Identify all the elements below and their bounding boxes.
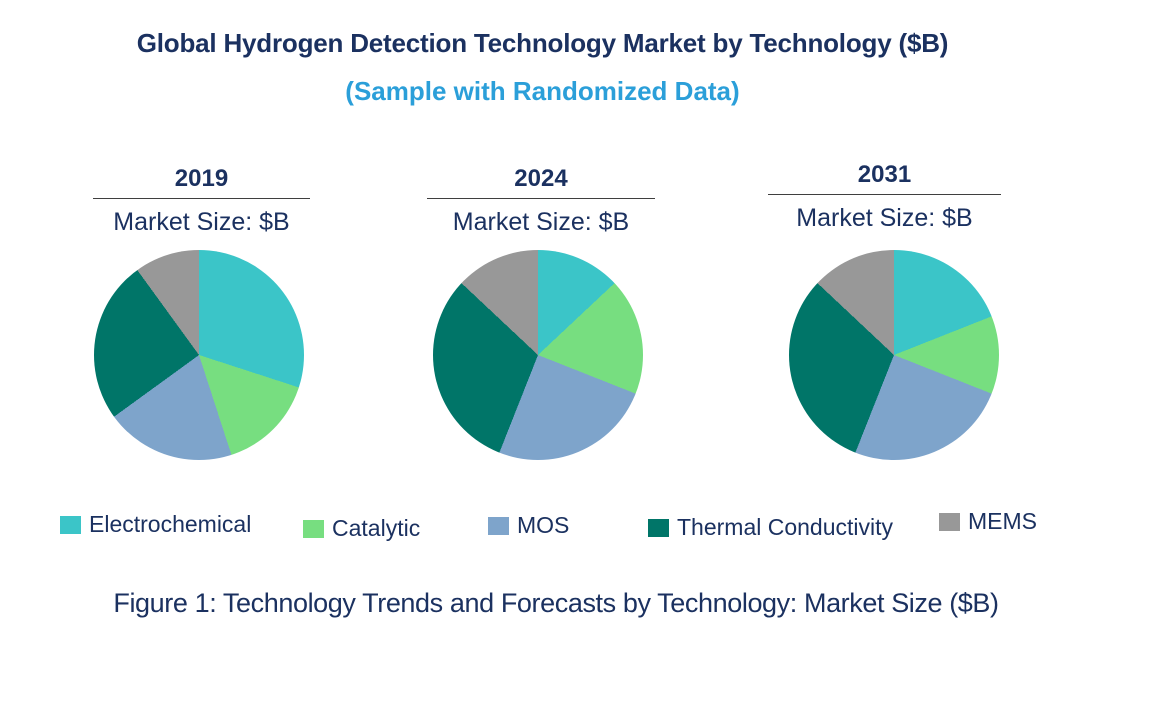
pie-section-2019: 2019 Market Size: $B: [93, 165, 310, 237]
year-label-2031: 2031: [768, 161, 1001, 195]
legend-swatch-electrochemical-icon: [60, 515, 81, 534]
pie-chart-2019: [94, 250, 304, 460]
legend-swatch-mems-icon: [939, 512, 960, 531]
market-size-label-2024: Market Size: $B: [452, 208, 630, 236]
chart-subtitle: (Sample with Randomized Data): [345, 76, 740, 106]
legend-label-mos: MOS: [517, 512, 570, 538]
legend-swatch-catalytic-icon: [303, 519, 324, 538]
year-label-2019: 2019: [93, 165, 310, 199]
chart-title: Global Hydrogen Detection Technology Mar…: [136, 28, 949, 58]
legend-item-electrochemical: Electrochemical: [60, 511, 251, 538]
pie-section-2031: 2031 Market Size: $B: [768, 161, 1001, 233]
legend-swatch-mos-icon: [488, 516, 509, 535]
market-size-label-2019: Market Size: $B: [113, 208, 290, 236]
legend-label-catalytic: Catalytic: [332, 515, 421, 541]
legend-item-thermal-conductivity: Thermal Conductivity: [648, 514, 893, 541]
legend-item-mos: MOS: [488, 512, 569, 539]
market-size-label-2031: Market Size: $B: [796, 204, 973, 232]
legend-item-mems: MEMS: [939, 508, 1037, 535]
legend-swatch-thermal-conductivity-icon: [648, 518, 669, 537]
pie-chart-2024: [433, 250, 643, 460]
legend-label-mems: MEMS: [968, 508, 1037, 534]
year-label-2024: 2024: [427, 165, 655, 199]
legend-label-thermal-conductivity: Thermal Conductivity: [677, 514, 894, 540]
legend-item-catalytic: Catalytic: [303, 515, 420, 542]
pie-section-2024: 2024 Market Size: $B: [427, 165, 655, 237]
pie-chart-2031: [789, 250, 999, 460]
figure-caption: Figure 1: Technology Trends and Forecast…: [113, 588, 999, 618]
legend-label-electrochemical: Electrochemical: [89, 511, 252, 537]
